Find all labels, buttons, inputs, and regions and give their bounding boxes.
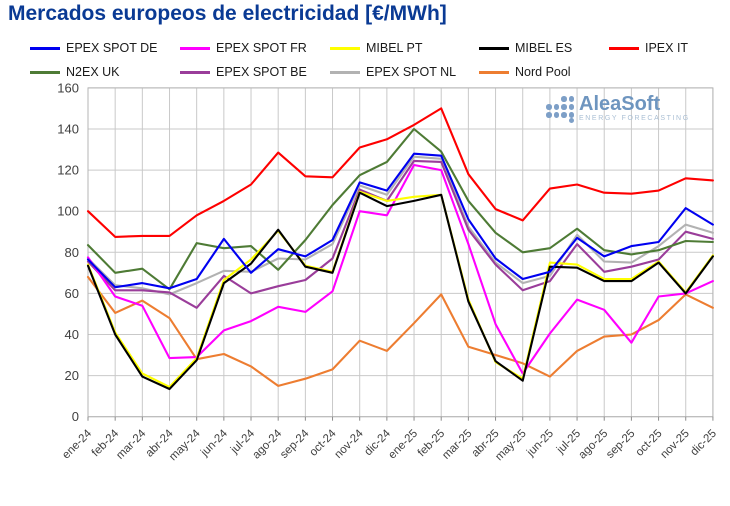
x-tick-label: nov-25 — [659, 428, 692, 461]
series-line-nord-pool — [86, 275, 714, 387]
legend-label: Nord Pool — [515, 65, 571, 79]
legend-row-1: EPEX SPOT DE EPEX SPOT FR MIBEL PT MIBEL ES… — [30, 36, 720, 60]
x-tick-label: nov-24 — [332, 427, 366, 461]
legend-item-mibel-pt: MIBEL PT — [330, 41, 471, 55]
legend-label: MIBEL ES — [515, 41, 573, 55]
aleasoft-dots-icon — [537, 96, 574, 123]
x-tick-label: dic-25 — [688, 428, 719, 459]
legend-label: EPEX SPOT DE — [66, 41, 158, 55]
legend-label: N2EX UK — [66, 65, 120, 79]
legend-item-epex-spot-nl: EPEX SPOT NL — [330, 65, 471, 79]
logo-tagline-text: ENERGY FORECASTING — [579, 115, 690, 122]
legend-line-swatch-icon — [30, 70, 60, 74]
plot-border — [87, 87, 714, 418]
y-tick-label: 100 — [57, 204, 79, 219]
legend-item-epex-spot-de: EPEX SPOT DE — [30, 41, 172, 55]
legend-label: IPEX IT — [645, 41, 689, 55]
x-tick-label: jun-25 — [524, 428, 556, 460]
legend-line-swatch-icon — [330, 70, 360, 74]
legend-label: EPEX SPOT BE — [216, 65, 307, 79]
series-line-ipex-it — [86, 107, 714, 238]
legend-line-swatch-icon — [479, 46, 509, 50]
series-line-epex-spot-nl — [86, 155, 714, 296]
series-line-n2ex-uk — [86, 127, 714, 291]
x-tick-label: ago-25 — [577, 428, 611, 462]
legend-item-epex-spot-fr: EPEX SPOT FR — [180, 41, 322, 55]
x-tick-label: may-25 — [493, 428, 529, 464]
logo-brand-text: AleaSoft — [579, 93, 661, 115]
series-line-mibel-pt — [86, 190, 714, 388]
series-line-epex-spot-be — [86, 159, 714, 309]
legend-item-nord-pool: Nord Pool — [479, 65, 601, 79]
x-tick-label: mar-25 — [440, 428, 474, 462]
aleasoft-logo: AleaSoft ENERGY FORECASTING — [537, 93, 690, 123]
legend-item-ipex-it: IPEX IT — [609, 41, 711, 55]
x-tick-label: ene-25 — [386, 428, 420, 462]
y-tick-label: 20 — [65, 368, 79, 383]
x-tick-label: ene-24 — [60, 427, 94, 461]
legend-line-swatch-icon — [479, 70, 509, 74]
legend-item-epex-spot-be: EPEX SPOT BE — [180, 65, 322, 79]
legend-label: EPEX SPOT NL — [366, 65, 457, 79]
series-line-epex-spot-fr — [86, 163, 714, 375]
y-tick-label: 120 — [57, 163, 79, 178]
legend-item-n2ex-uk: N2EX UK — [30, 65, 172, 79]
legend-row-2: N2EX UK EPEX SPOT BE EPEX SPOT NL Nord Pool — [30, 60, 720, 84]
legend-line-swatch-icon — [180, 70, 210, 74]
legend-label: EPEX SPOT FR — [216, 41, 307, 55]
legend-line-swatch-icon — [180, 46, 210, 50]
x-tick-label: sep-24 — [278, 427, 312, 461]
legend-line-swatch-icon — [609, 46, 639, 50]
legend-label: MIBEL PT — [366, 41, 423, 55]
legend: EPEX SPOT DE EPEX SPOT FR MIBEL PT MIBEL ES… — [30, 36, 720, 84]
legend-line-swatch-icon — [330, 46, 360, 50]
x-tick-label: sep-25 — [604, 428, 637, 461]
y-tick-label: 160 — [57, 80, 79, 95]
y-tick-label: 0 — [72, 409, 79, 424]
series-line-epex-spot-de — [86, 152, 714, 290]
legend-item-mibel-es: MIBEL ES — [479, 41, 601, 55]
legend-line-swatch-icon — [30, 46, 60, 50]
x-tick-label: jun-24 — [198, 427, 230, 459]
series-line-mibel-es — [86, 191, 714, 391]
y-tick-label: 140 — [57, 122, 79, 137]
x-tick-label: mar-24 — [114, 427, 149, 462]
x-tick-label: ago-24 — [251, 427, 285, 461]
y-tick-label: 60 — [65, 286, 79, 301]
chart-title: Mercados europeos de electricidad [€/MWh… — [8, 2, 447, 25]
x-tick-label: may-24 — [167, 427, 203, 463]
y-tick-label: 80 — [65, 245, 79, 260]
y-tick-label: 40 — [65, 327, 79, 342]
